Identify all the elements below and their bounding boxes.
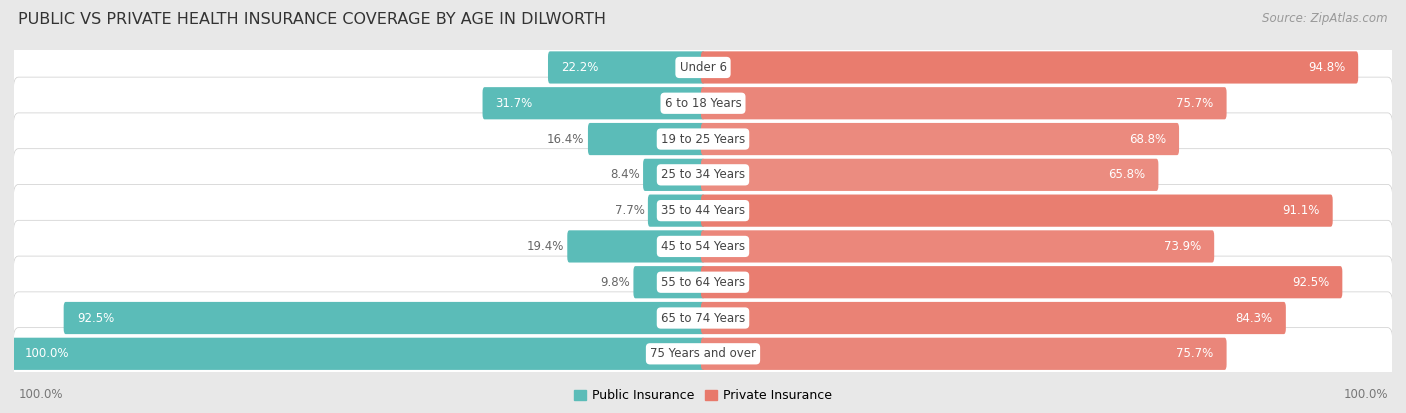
FancyBboxPatch shape	[634, 266, 704, 298]
FancyBboxPatch shape	[648, 195, 704, 227]
Text: 100.0%: 100.0%	[1343, 388, 1388, 401]
Text: 7.7%: 7.7%	[614, 204, 644, 217]
Text: 94.8%: 94.8%	[1308, 61, 1346, 74]
Text: 68.8%: 68.8%	[1129, 133, 1166, 145]
Text: 55 to 64 Years: 55 to 64 Years	[661, 276, 745, 289]
FancyBboxPatch shape	[14, 77, 1392, 129]
Text: 31.7%: 31.7%	[496, 97, 533, 110]
Text: 16.4%: 16.4%	[547, 133, 585, 145]
FancyBboxPatch shape	[643, 159, 704, 191]
Text: PUBLIC VS PRIVATE HEALTH INSURANCE COVERAGE BY AGE IN DILWORTH: PUBLIC VS PRIVATE HEALTH INSURANCE COVER…	[18, 12, 606, 27]
FancyBboxPatch shape	[14, 149, 1392, 201]
Text: 91.1%: 91.1%	[1282, 204, 1320, 217]
FancyBboxPatch shape	[482, 87, 704, 119]
Text: 35 to 44 Years: 35 to 44 Years	[661, 204, 745, 217]
FancyBboxPatch shape	[588, 123, 704, 155]
Text: 19.4%: 19.4%	[526, 240, 564, 253]
Text: 84.3%: 84.3%	[1236, 311, 1272, 325]
FancyBboxPatch shape	[702, 266, 1343, 298]
Text: Source: ZipAtlas.com: Source: ZipAtlas.com	[1263, 12, 1388, 25]
Text: 65 to 74 Years: 65 to 74 Years	[661, 311, 745, 325]
Text: 25 to 34 Years: 25 to 34 Years	[661, 169, 745, 181]
FancyBboxPatch shape	[548, 51, 704, 83]
FancyBboxPatch shape	[702, 87, 1226, 119]
Text: 6 to 18 Years: 6 to 18 Years	[665, 97, 741, 110]
Text: 100.0%: 100.0%	[25, 347, 69, 360]
Text: 75 Years and over: 75 Years and over	[650, 347, 756, 360]
Text: 75.7%: 75.7%	[1177, 347, 1213, 360]
Text: Under 6: Under 6	[679, 61, 727, 74]
Text: 8.4%: 8.4%	[610, 169, 640, 181]
FancyBboxPatch shape	[14, 113, 1392, 165]
FancyBboxPatch shape	[702, 159, 1159, 191]
Text: 92.5%: 92.5%	[77, 311, 114, 325]
Text: 45 to 54 Years: 45 to 54 Years	[661, 240, 745, 253]
FancyBboxPatch shape	[702, 230, 1215, 263]
FancyBboxPatch shape	[14, 41, 1392, 94]
Text: 19 to 25 Years: 19 to 25 Years	[661, 133, 745, 145]
Text: 92.5%: 92.5%	[1292, 276, 1329, 289]
FancyBboxPatch shape	[14, 292, 1392, 344]
FancyBboxPatch shape	[567, 230, 704, 263]
Text: 65.8%: 65.8%	[1108, 169, 1146, 181]
FancyBboxPatch shape	[702, 123, 1180, 155]
Text: 9.8%: 9.8%	[600, 276, 630, 289]
FancyBboxPatch shape	[14, 328, 1392, 380]
Text: 75.7%: 75.7%	[1177, 97, 1213, 110]
FancyBboxPatch shape	[63, 302, 704, 334]
FancyBboxPatch shape	[702, 195, 1333, 227]
FancyBboxPatch shape	[702, 51, 1358, 83]
Text: 22.2%: 22.2%	[561, 61, 599, 74]
Text: 73.9%: 73.9%	[1164, 240, 1201, 253]
FancyBboxPatch shape	[702, 338, 1226, 370]
FancyBboxPatch shape	[14, 256, 1392, 309]
FancyBboxPatch shape	[14, 220, 1392, 273]
FancyBboxPatch shape	[13, 338, 704, 370]
Text: 100.0%: 100.0%	[18, 388, 63, 401]
FancyBboxPatch shape	[702, 302, 1286, 334]
FancyBboxPatch shape	[14, 185, 1392, 237]
Legend: Public Insurance, Private Insurance: Public Insurance, Private Insurance	[568, 385, 838, 407]
